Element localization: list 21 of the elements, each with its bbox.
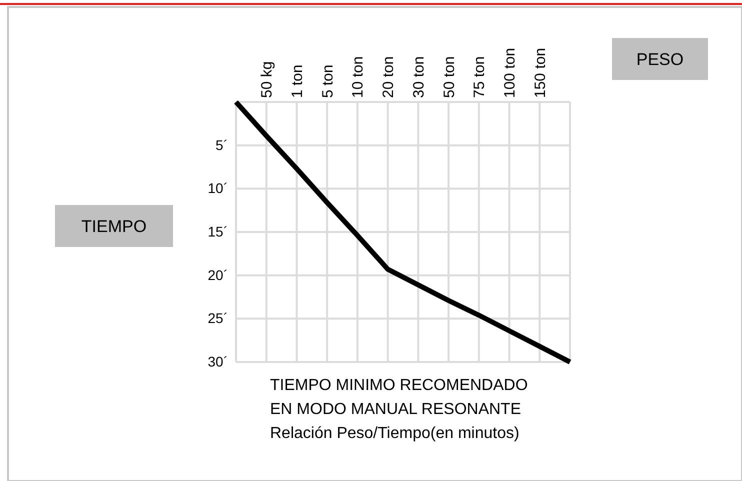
- text: TIEMPO MINIMO RECOMENDADO: [270, 377, 528, 394]
- x-tick-label: 5 ton: [319, 64, 336, 98]
- y-tick-label: 25´: [208, 310, 228, 326]
- y-axis-title: TIEMPO: [81, 216, 147, 236]
- x-tick-label: 150 ton: [532, 48, 549, 98]
- x-tick-label: 75 ton: [471, 56, 488, 98]
- text: EN MODO MANUAL RESONANTE: [270, 401, 521, 418]
- x-tick-label: 10 ton: [350, 56, 367, 98]
- y-tick-label: 20´: [208, 266, 228, 283]
- x-axis-title: PESO: [636, 50, 684, 69]
- x-tick-label: 30 ton: [410, 56, 428, 98]
- x-tick-label: 50 kg: [258, 61, 276, 98]
- y-tick-label: 10´: [208, 180, 228, 196]
- y-tick-label: 15´: [208, 223, 228, 240]
- y-tick-label: 30´: [208, 353, 228, 370]
- text: Relación Peso/Tiempo(en minutos): [270, 425, 520, 442]
- x-tick-label: 100 ton: [502, 48, 519, 98]
- x-tick-label: 20 ton: [380, 56, 398, 98]
- x-tick-label: 1 ton: [288, 64, 306, 98]
- x-tick-label: 50 ton: [440, 56, 458, 98]
- y-tick-label: 5´: [216, 136, 228, 153]
